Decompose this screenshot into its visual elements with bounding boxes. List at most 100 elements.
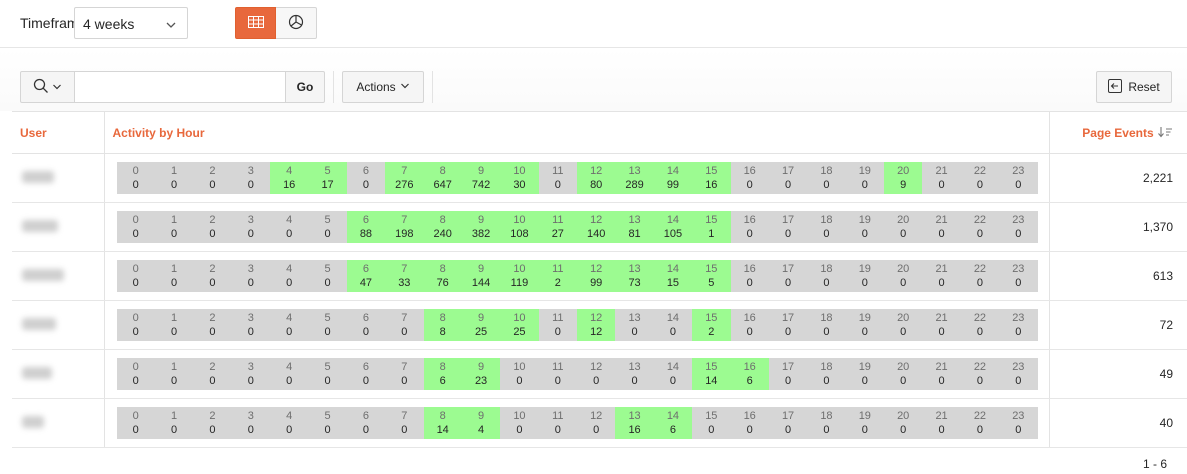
hour-cell: 19 0 — [845, 358, 884, 390]
hour-value: 0 — [823, 277, 830, 289]
hour-value: 0 — [976, 179, 983, 191]
column-header-page-events[interactable]: Page Events — [1049, 111, 1187, 154]
chart-view-button[interactable] — [276, 7, 317, 39]
hour-value: 0 — [171, 228, 178, 240]
hour-value: 0 — [900, 424, 907, 436]
hour-cell: 14 105 — [653, 211, 693, 243]
hour-cell: 11 0 — [538, 162, 577, 194]
hour-cell: 16 0 — [730, 260, 769, 292]
hour-label: 5 — [324, 361, 331, 373]
hour-label: 12 — [590, 312, 603, 324]
hour-value: 0 — [938, 375, 945, 387]
hour-label: 0 — [132, 312, 139, 324]
hour-value: 0 — [938, 424, 945, 436]
timeframe-select[interactable]: 4 weeks — [74, 7, 188, 39]
hour-value: 119 — [510, 277, 529, 289]
hour-label: 23 — [1012, 165, 1025, 177]
redacted-user-name — [22, 415, 44, 428]
hour-cell: 22 0 — [960, 162, 1000, 194]
hour-value: 0 — [1015, 179, 1022, 191]
hour-label: 19 — [858, 312, 871, 324]
column-header-user[interactable]: User — [12, 111, 105, 154]
hour-label: 19 — [858, 214, 871, 226]
hour-value: 276 — [395, 179, 414, 191]
hour-value: 81 — [628, 228, 641, 240]
chevron-down-icon — [400, 80, 410, 94]
hour-value: 0 — [132, 179, 139, 191]
hour-label: 14 — [666, 312, 680, 324]
hour-label: 17 — [781, 214, 795, 226]
hour-value: 105 — [663, 228, 683, 240]
hour-value: 0 — [785, 228, 792, 240]
hour-value: 0 — [324, 424, 331, 436]
report-view-button[interactable] — [235, 7, 276, 39]
hour-label: 19 — [858, 263, 871, 275]
hour-label: 12 — [590, 165, 603, 177]
search-input[interactable] — [75, 71, 285, 103]
hour-label: 7 — [401, 165, 408, 177]
page-events-cell: 1,370 — [1049, 202, 1187, 252]
hour-cell: 9 144 — [461, 260, 501, 292]
hour-cell: 16 0 — [730, 211, 769, 243]
top-bar: Timeframe 4 weeks — [0, 0, 1187, 48]
hour-value: 0 — [247, 277, 254, 289]
hour-value: 6 — [439, 375, 446, 387]
hour-value: 25 — [474, 326, 488, 338]
hour-label: 10 — [513, 165, 526, 177]
hour-cell: 17 0 — [768, 309, 808, 341]
hour-label: 10 — [513, 361, 526, 373]
hour-value: 16 — [705, 179, 718, 191]
hour-value: 0 — [324, 277, 331, 289]
hour-value: 0 — [938, 277, 945, 289]
hour-label: 12 — [590, 361, 603, 373]
hour-label: 7 — [401, 263, 408, 275]
hour-label: 14 — [666, 214, 680, 226]
hour-cell: 10 0 — [500, 358, 539, 390]
hour-label: 6 — [362, 410, 369, 422]
hour-value: 0 — [861, 424, 868, 436]
go-button[interactable]: Go — [285, 71, 325, 103]
reset-button[interactable]: Reset — [1096, 71, 1172, 103]
hour-cell: 13 73 — [615, 260, 654, 292]
search-column-button[interactable] — [20, 71, 75, 103]
hourly-activity-strip: 0 0 1 0 2 0 3 0 4 0 5 0 6 0 7 0 8 14 9 4 10 0 11 0 12 0 13 16 14 6 15 0… — [116, 407, 1038, 439]
pie-chart-icon — [288, 14, 304, 33]
hour-label: 18 — [820, 361, 833, 373]
hour-label: 2 — [209, 312, 216, 324]
actions-button[interactable]: Actions — [342, 71, 424, 103]
hour-label: 18 — [820, 214, 833, 226]
hour-value: 0 — [631, 375, 638, 387]
hour-value: 99 — [590, 277, 603, 289]
hour-cell: 21 0 — [922, 260, 961, 292]
hour-cell: 7 33 — [385, 260, 424, 292]
hour-label: 15 — [705, 214, 718, 226]
timeframe-value: 4 weeks — [83, 16, 135, 32]
hour-value: 108 — [510, 228, 529, 240]
hour-value: 0 — [362, 179, 369, 191]
hour-label: 16 — [743, 410, 756, 422]
hour-cell: 23 0 — [999, 309, 1038, 341]
hour-cell: 17 0 — [768, 407, 808, 439]
hour-value: 0 — [631, 326, 638, 338]
hour-value: 76 — [436, 277, 449, 289]
hour-label: 2 — [209, 361, 216, 373]
hour-cell: 23 0 — [999, 407, 1038, 439]
hour-cell: 19 0 — [845, 260, 884, 292]
hour-value: 647 — [433, 179, 452, 191]
hour-label: 12 — [590, 214, 603, 226]
hour-value: 0 — [247, 375, 254, 387]
column-header-activity[interactable]: Activity by Hour — [104, 111, 1050, 154]
hour-value: 0 — [785, 326, 792, 338]
activity-cell: 0 0 1 0 2 0 3 0 4 0 5 0 6 88 7 198 8 240 9 382 10 108 11 27 12 14… — [104, 202, 1050, 252]
hour-label: 10 — [513, 214, 526, 226]
hour-label: 23 — [1012, 410, 1025, 422]
hour-label: 5 — [324, 214, 331, 226]
hour-label: 21 — [935, 410, 948, 422]
